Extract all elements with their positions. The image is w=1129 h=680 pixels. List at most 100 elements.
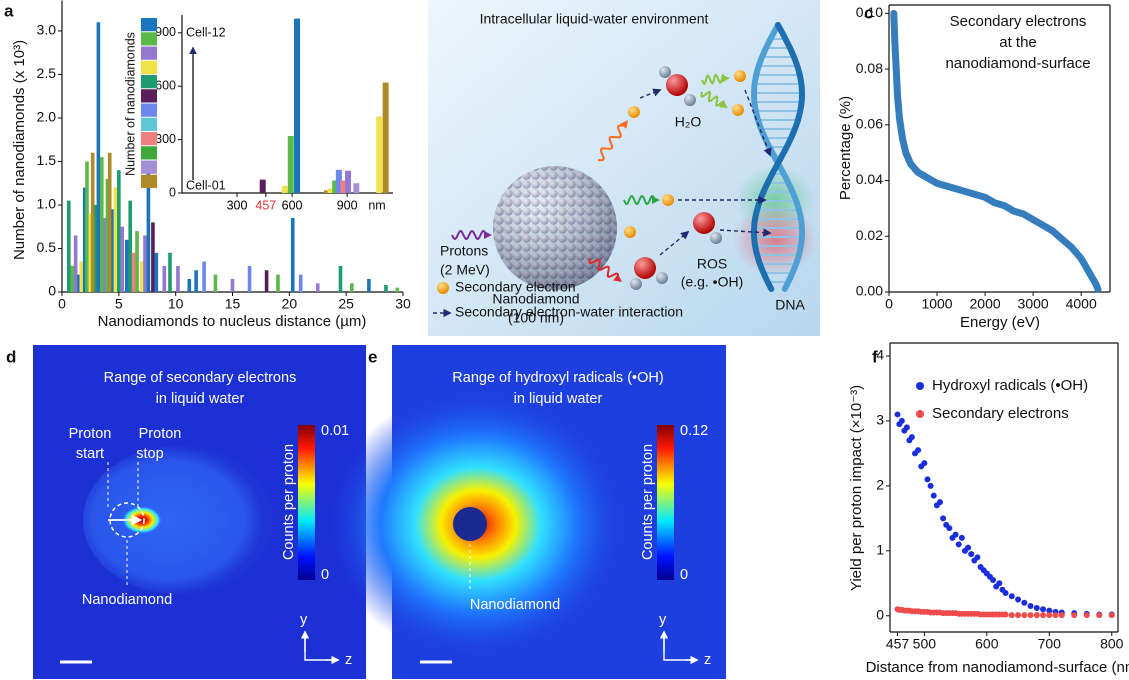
data-point: [927, 482, 934, 489]
legend-label: Hydroxyl radicals (•OH): [932, 377, 1088, 394]
nanodiamond-shade: [493, 166, 617, 290]
y-tick-label: 0.04: [856, 171, 883, 187]
x-tick-label: 5: [115, 296, 123, 312]
x-tick-label: 2000: [970, 296, 1001, 312]
data-point: [996, 580, 1003, 587]
bar: [111, 209, 115, 292]
data-point: [1015, 596, 1022, 603]
x-tick-label: 25: [338, 296, 354, 312]
electron-icon: [662, 194, 674, 206]
bar: [79, 261, 84, 292]
annotation: Proton: [139, 426, 182, 442]
bar: [135, 231, 139, 292]
hydrogen: [659, 66, 671, 78]
data-point: [1021, 599, 1028, 606]
wave: [700, 90, 725, 108]
wave-head: [484, 231, 492, 239]
x-tick-label: 600: [975, 636, 999, 652]
x-tick-label: 0: [885, 296, 893, 312]
annotation: Nanodiamond: [82, 592, 172, 608]
data-point: [990, 577, 997, 584]
bar: [128, 200, 132, 292]
axis-icon-label: z: [704, 652, 711, 668]
bar: [73, 235, 78, 292]
wave: [597, 124, 627, 162]
legend-marker: [916, 382, 924, 390]
legend-swatch: [141, 89, 157, 103]
x-tick-label: 600: [282, 198, 303, 212]
legend-swatch: [141, 46, 157, 60]
bar: [395, 287, 400, 292]
panel-label: e: [368, 347, 377, 366]
bar: [323, 190, 330, 193]
y-tick-label: 0.02: [856, 227, 883, 243]
data-point: [968, 551, 975, 558]
nanodiamond-core: [453, 507, 487, 541]
bar: [162, 265, 167, 292]
y-tick-label: 0.06: [856, 116, 883, 132]
diagram: Intracellular liquid-water environment P…: [428, 0, 820, 336]
data-point: [915, 447, 922, 454]
bar: [151, 222, 155, 292]
bar: [120, 226, 125, 292]
wave-head: [613, 274, 622, 282]
annotation: Nanodiamond: [470, 597, 560, 613]
bar: [332, 180, 339, 193]
y-tick-label: 3.0: [37, 22, 57, 38]
data-point: [1027, 612, 1034, 619]
hydrogen: [630, 278, 642, 290]
nanodiamond-label: Nanodiamond: [492, 291, 579, 307]
data-point: [940, 515, 947, 522]
map-panel: Range of secondary electrons in liquid w…: [33, 345, 366, 679]
bar: [327, 188, 334, 193]
y-tick-label: 1.0: [37, 196, 57, 212]
bar: [88, 213, 93, 292]
dna-strand: [750, 22, 805, 292]
y-tick-label: 900: [155, 25, 176, 39]
colorbar-label: Counts per proton: [640, 444, 656, 560]
data-point: [1015, 612, 1022, 619]
colorbar-tick-label: 0: [321, 567, 329, 583]
data-point: [1058, 612, 1065, 619]
y-tick-label: 300: [155, 132, 176, 146]
oxygen: [666, 74, 688, 96]
bar: [94, 204, 98, 292]
x-unit-label: nm: [368, 198, 385, 212]
bar: [340, 180, 347, 193]
colorbar: [657, 425, 674, 580]
bar: [276, 274, 280, 292]
map-panel: Range of hydroxyl radicals (•OH) in liqu…: [328, 345, 726, 679]
y-tick-label: 0.5: [37, 239, 57, 255]
wave-head: [652, 196, 660, 204]
legend-swatch: [141, 117, 157, 131]
x-axis-label: Energy (eV): [960, 314, 1040, 331]
wave-head: [620, 120, 628, 129]
bar: [294, 18, 301, 194]
bar: [99, 157, 104, 292]
bar: [124, 239, 129, 292]
x-tick-label: 3000: [1018, 296, 1049, 312]
bar: [230, 278, 235, 292]
data-point: [952, 531, 959, 538]
bar: [139, 261, 144, 292]
y-tick-label: 0: [169, 185, 176, 199]
y-tick-label: 0: [876, 606, 884, 622]
interaction-arrow: [719, 228, 772, 237]
x-tick-label: 0: [58, 296, 66, 312]
bar: [107, 152, 112, 292]
data-point: [1002, 590, 1009, 597]
x-tick-label: 500: [913, 636, 937, 652]
legend-swatch: [141, 160, 157, 174]
data-point: [1046, 612, 1053, 619]
wave-arrows: [451, 70, 746, 282]
x-tick-label: 300: [227, 198, 248, 212]
wave: [588, 257, 620, 279]
data-point: [955, 541, 962, 548]
x-tick-label: 10: [168, 296, 184, 312]
data-point: [1108, 612, 1115, 619]
legend-swatch: [141, 146, 157, 160]
y-tick-label: 2.0: [37, 109, 57, 125]
data-point: [1021, 612, 1028, 619]
interaction-arrow: [659, 230, 690, 256]
nanodiamond-label: (100 nm): [508, 310, 564, 326]
